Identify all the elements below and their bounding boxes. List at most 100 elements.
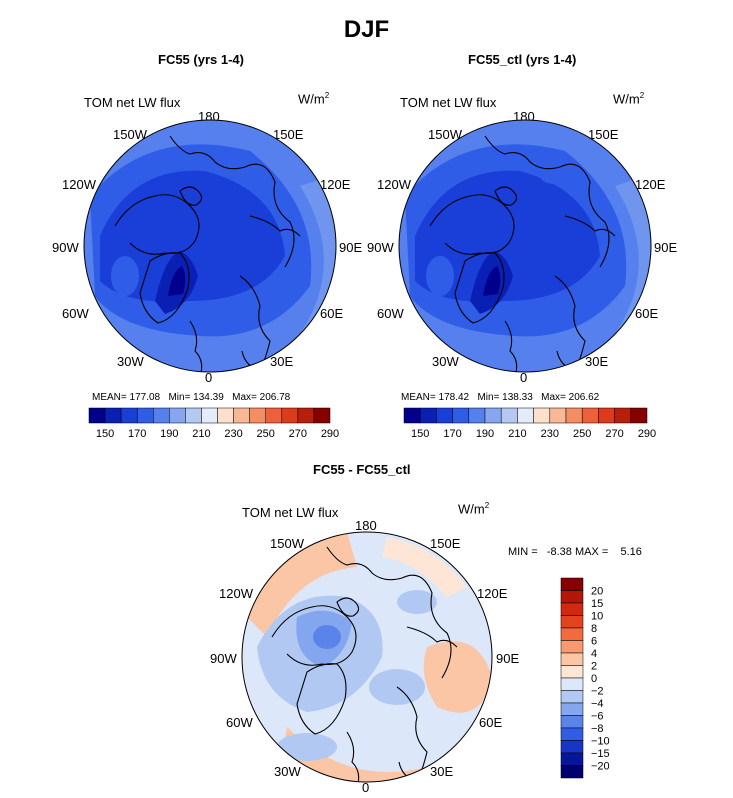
colorbar-swatch — [560, 615, 584, 629]
colorbar-swatch — [313, 407, 331, 424]
colorbar-swatch — [560, 652, 584, 666]
colorbar-swatch — [581, 407, 599, 424]
panel-2-units: W/m2 — [613, 91, 645, 107]
panel-1-max: Max= 206.78 — [232, 392, 291, 403]
lon-label-0: 0 — [362, 780, 370, 795]
colorbar-tick-label: 8 — [591, 623, 597, 635]
lon-label-150e: 150E — [588, 127, 619, 142]
colorbar-swatch — [560, 702, 584, 716]
contour-warm — [423, 641, 492, 713]
lon-label-60w: 60W — [226, 715, 253, 730]
colorbar-swatch — [201, 407, 218, 424]
colorbar-tick-label: 0 — [591, 673, 597, 685]
lon-label-90w: 90W — [210, 651, 237, 666]
panel-2-mean: MEAN= 178.42 — [401, 392, 470, 403]
panel-1-variable: TOM net LW flux — [84, 95, 181, 110]
lon-label-120e: 120E — [477, 586, 508, 601]
colorbar-swatch — [169, 407, 186, 424]
lon-label-120w: 120W — [62, 177, 96, 192]
colorbar-tick-label: 290 — [321, 428, 339, 440]
colorbar-tick-label: −15 — [591, 748, 610, 760]
colorbar-tick-label: 170 — [128, 428, 146, 440]
contour-warm — [247, 532, 357, 637]
colorbar-swatch — [217, 407, 234, 424]
lon-label-90e: 90E — [654, 240, 678, 255]
colorbar-tick-label: 190 — [160, 428, 178, 440]
lon-label-60w: 60W — [377, 306, 404, 321]
map-boundary — [83, 119, 337, 373]
colorbar-swatch — [560, 740, 584, 754]
colorbar-swatch — [560, 640, 584, 654]
colorbar-swatch — [517, 407, 534, 424]
colorbar-tick-label: 190 — [476, 428, 494, 440]
colorbar-tick-label: 6 — [591, 636, 597, 648]
colorbar-swatch — [560, 715, 584, 729]
colorbar-swatch — [560, 577, 584, 591]
map-boundary — [398, 119, 652, 373]
lon-label-150w: 150W — [428, 127, 462, 142]
map-fill-layer — [399, 120, 651, 372]
lon-label-180: 180 — [355, 518, 377, 533]
colorbar-swatch — [560, 727, 584, 741]
colorbar-tick-label: −6 — [591, 711, 604, 723]
lon-label-90w: 90W — [367, 240, 394, 255]
panel-1-mean: MEAN= 177.08 — [92, 392, 161, 403]
colorbar-swatch — [136, 407, 154, 424]
colorbar-tick-label: 250 — [573, 428, 591, 440]
colorbar-swatch — [297, 407, 315, 424]
colorbar-swatch — [560, 602, 584, 616]
colorbar-swatch — [281, 407, 299, 424]
lon-label-150e: 150E — [430, 536, 461, 551]
colorbar-swatch — [185, 407, 202, 424]
colorbar-swatch — [565, 407, 583, 424]
colorbar-swatch — [484, 407, 502, 424]
contour-cool — [313, 625, 341, 649]
lon-label-30w: 30W — [117, 354, 144, 369]
lon-label-150e: 150E — [273, 127, 304, 142]
lon-label-120e: 120E — [320, 177, 351, 192]
figure-title: DJF — [343, 16, 390, 43]
colorbar-swatch — [249, 407, 266, 424]
colorbar-tick-label: −4 — [591, 698, 604, 710]
abs-colorbar-panel-1: 150 170 190 210 230 250 270 290 — [88, 407, 339, 440]
lon-label-0: 0 — [520, 370, 528, 385]
panel-3-title: FC55 - FC55_ctl — [313, 462, 411, 477]
polar-map-difference — [241, 531, 493, 783]
colorbar-swatch — [630, 407, 648, 424]
panel-3-minmax: MIN = -8.38 MAX = 5.16 — [508, 546, 642, 558]
colorbar-tick-label: 4 — [591, 648, 597, 660]
colorbar-tick-label: 270 — [289, 428, 307, 440]
panel-1-min: Min= 134.39 — [168, 392, 224, 403]
lon-label-60e: 60E — [320, 306, 344, 321]
contour-warm — [382, 537, 467, 597]
colorbar-swatch — [560, 752, 584, 766]
colorbar-swatch — [549, 407, 567, 424]
lon-label-90w: 90W — [52, 240, 79, 255]
colorbar-tick-label: 150 — [96, 428, 114, 440]
contour-blob — [527, 196, 563, 216]
lon-label-120w: 120W — [377, 177, 411, 192]
lon-label-0: 0 — [205, 370, 213, 385]
colorbar-tick-label: 230 — [224, 428, 242, 440]
colorbar-tick-label: 150 — [411, 428, 429, 440]
contour-core — [168, 266, 186, 296]
colorbar-swatch — [452, 407, 470, 424]
colorbar-swatch — [153, 407, 170, 424]
colorbar-swatch — [598, 407, 615, 424]
contour-blob — [111, 256, 139, 296]
panel-3-units: W/m2 — [458, 501, 490, 517]
colorbar-swatch — [560, 690, 584, 704]
colorbar-swatch — [560, 627, 584, 641]
lon-label-60e: 60E — [635, 306, 659, 321]
lon-label-120w: 120W — [219, 586, 253, 601]
lon-label-90e: 90E — [339, 240, 363, 255]
lon-label-120e: 120E — [635, 177, 666, 192]
colorbar-swatch — [560, 665, 584, 679]
contour-cool — [397, 590, 437, 614]
colorbar-swatch — [419, 407, 437, 424]
coastline — [271, 546, 458, 782]
lon-label-150w: 150W — [270, 536, 304, 551]
contour-cool — [277, 733, 337, 761]
colorbar-tick-label: 290 — [638, 428, 656, 440]
lon-label-60e: 60E — [479, 715, 503, 730]
